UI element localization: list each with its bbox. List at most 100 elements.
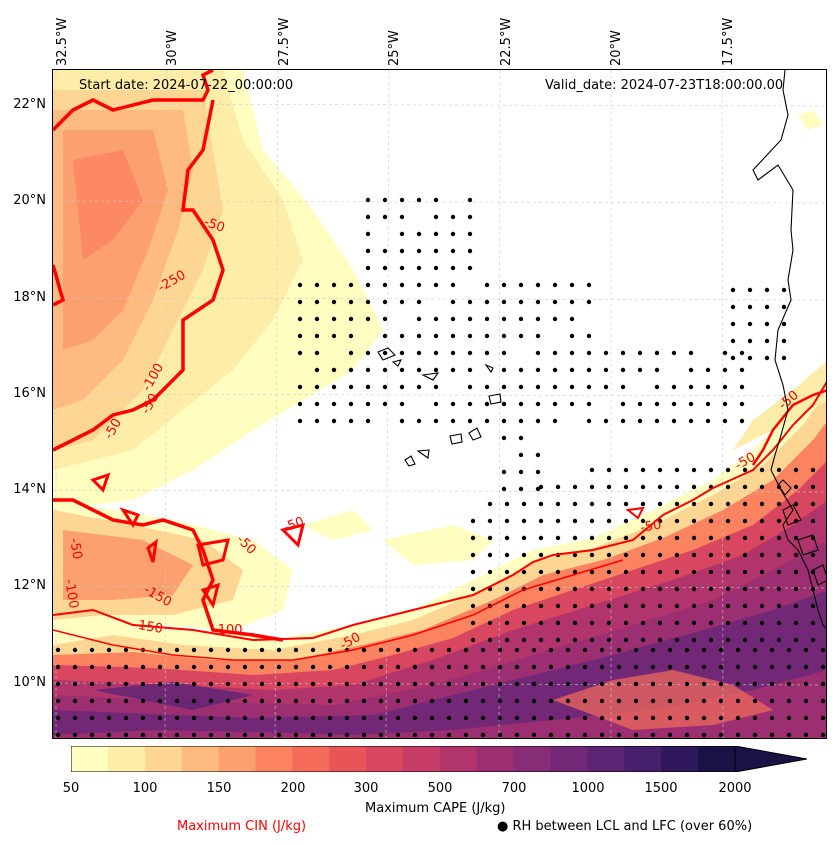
rh-dot — [382, 350, 388, 356]
rh-dot — [191, 681, 197, 687]
rh-dot — [106, 698, 112, 704]
rh-dot — [640, 620, 646, 626]
rh-dot — [691, 518, 697, 524]
colorbar-cell — [698, 746, 736, 772]
rh-dot — [514, 664, 520, 670]
rh-dot — [225, 715, 231, 721]
rh-dot — [637, 367, 643, 373]
rh-dot — [708, 518, 714, 524]
rh-dot — [501, 486, 507, 492]
rh-dot — [487, 535, 493, 541]
rh-dot — [684, 681, 690, 687]
rh-dot — [310, 715, 316, 721]
rh-dot — [793, 569, 799, 575]
rh-dot — [450, 350, 456, 356]
rh-dot — [416, 231, 422, 237]
rh-dot — [514, 732, 520, 738]
rh-dot — [463, 664, 469, 670]
rh-dot — [535, 418, 541, 424]
rh-dot — [769, 715, 775, 721]
rh-dot — [747, 338, 753, 344]
rh-dot — [276, 664, 282, 670]
rh-dot — [395, 681, 401, 687]
rh-dot — [242, 698, 248, 704]
colorbar-cell — [329, 746, 367, 772]
cin-contour-loop-c — [625, 506, 645, 520]
rh-dot — [123, 732, 129, 738]
rh-dot — [582, 732, 588, 738]
rh-dot — [633, 698, 639, 704]
rh-dot — [538, 620, 544, 626]
rh-dot — [433, 214, 439, 220]
rh-dot — [395, 647, 401, 653]
rh-dot — [569, 299, 575, 305]
rh-dot — [725, 518, 731, 524]
rh-dot — [640, 603, 646, 609]
rh-dot — [623, 552, 629, 558]
rh-dot — [433, 367, 439, 373]
rh-dot — [174, 732, 180, 738]
rh-dot — [416, 299, 422, 305]
rh-dot — [718, 715, 724, 721]
rh-dot — [501, 316, 507, 322]
rh-dot — [412, 732, 418, 738]
rh-dot — [365, 384, 371, 390]
rh-dot — [501, 469, 507, 475]
rh-dot — [548, 715, 554, 721]
rh-dot — [752, 664, 758, 670]
rh-dot — [140, 664, 146, 670]
rh-dot — [416, 282, 422, 288]
rh-dot — [348, 333, 354, 339]
rh-dot — [759, 637, 765, 643]
rh-dot — [140, 681, 146, 687]
rh-dot — [518, 452, 524, 458]
rh-dot — [667, 732, 673, 738]
cin-label-14: -100 — [61, 578, 81, 610]
rh-dot — [684, 732, 690, 738]
rh-dot — [531, 681, 537, 687]
rh-dot — [725, 569, 731, 575]
rh-dot — [820, 664, 826, 670]
rh-dot — [747, 287, 753, 293]
rh-dot — [650, 732, 656, 738]
rh-dot — [640, 552, 646, 558]
rh-dot — [487, 637, 493, 643]
rh-dot — [399, 197, 405, 203]
rh-dot — [470, 637, 476, 643]
rh-dot — [55, 698, 61, 704]
rh-dot — [752, 698, 758, 704]
rh-dot — [691, 501, 697, 507]
lat-label-18n: 18°N — [13, 290, 46, 305]
rh-dot — [497, 732, 503, 738]
rh-dot — [586, 384, 592, 390]
rh-dot — [691, 586, 697, 592]
rh-dot — [327, 715, 333, 721]
rh-dot — [480, 647, 486, 653]
rh-dot — [623, 620, 629, 626]
rh-dot — [718, 698, 724, 704]
lon-label-22-5w: 22.5°W — [499, 17, 514, 66]
rh-dot — [722, 384, 728, 390]
rh-dot — [793, 586, 799, 592]
rh-dot — [331, 316, 337, 322]
colorbar-cell — [550, 746, 588, 772]
cin-contour-west-edge — [53, 99, 225, 452]
rh-dot — [365, 316, 371, 322]
rh-dot — [480, 732, 486, 738]
rh-dot — [378, 732, 384, 738]
colorbar-tick-500: 500 — [427, 781, 453, 796]
rh-dot — [501, 435, 507, 441]
start-date-label: Start date: 2024-07-22_00:00:00 — [79, 78, 294, 93]
rh-dot — [803, 715, 809, 721]
rh-dot — [637, 350, 643, 356]
rh-dot — [487, 501, 493, 507]
rh-dot — [606, 603, 612, 609]
rh-dot — [684, 647, 690, 653]
rh-dot — [589, 603, 595, 609]
rh-dot — [589, 552, 595, 558]
rh-dot — [674, 569, 680, 575]
rh-dot — [382, 197, 388, 203]
rh-dot — [501, 401, 507, 407]
rh-dot — [123, 698, 129, 704]
rh-dot — [72, 698, 78, 704]
